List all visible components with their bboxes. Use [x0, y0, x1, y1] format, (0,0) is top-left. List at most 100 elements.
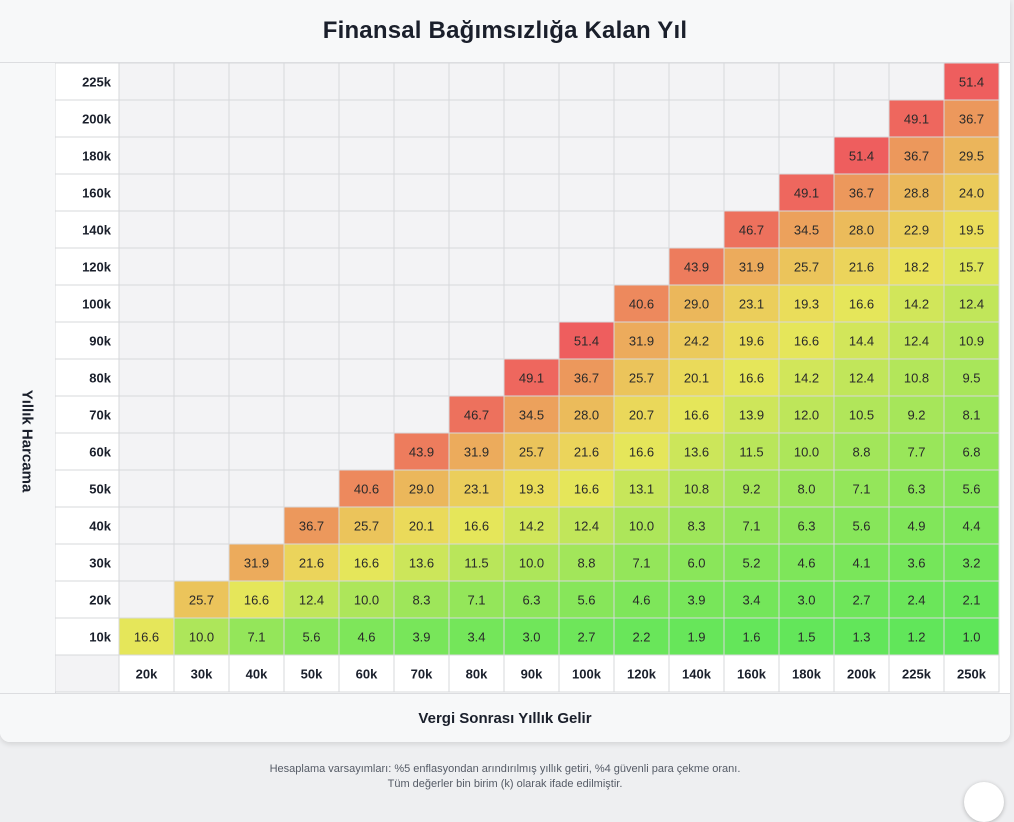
heatmap-cell-value: 8.3: [687, 519, 705, 534]
heatmap-empty-cell: [173, 469, 230, 508]
heatmap-empty-cell: [613, 247, 670, 286]
heatmap-cell-value: 16.6: [354, 556, 379, 571]
heatmap-cell-value: 36.7: [959, 112, 984, 127]
heatmap-cell: [888, 136, 945, 175]
heatmap-cell-value: 4.9: [907, 519, 925, 534]
y-tick-label: 20k: [89, 593, 111, 608]
heatmap-empty-cell: [393, 173, 450, 212]
heatmap-empty-cell: [723, 63, 780, 101]
heatmap-cell: [173, 580, 230, 619]
y-tick-label: 120k: [82, 260, 112, 275]
x-tick-cell: [393, 654, 450, 693]
heatmap-cell-value: 29.0: [684, 297, 709, 312]
heatmap-empty-cell: [613, 136, 670, 175]
heatmap-cell: [393, 469, 450, 508]
heatmap-cell: [668, 617, 725, 656]
heatmap-cell-value: 18.2: [904, 260, 929, 275]
heatmap-empty-cell: [118, 247, 175, 286]
heatmap-cell-value: 2.2: [632, 630, 650, 645]
heatmap-cell: [448, 506, 505, 545]
heatmap-cell-value: 46.7: [464, 408, 489, 423]
y-tick-label: 225k: [82, 75, 112, 90]
heatmap-cell-value: 10.0: [354, 593, 379, 608]
heatmap-cell-value: 36.7: [849, 186, 874, 201]
heatmap-empty-cell: [393, 99, 450, 138]
y-tick-label: 30k: [89, 556, 111, 571]
heatmap-cell-value: 16.6: [684, 408, 709, 423]
heatmap-empty-cell: [448, 284, 505, 323]
title-bar: Finansal Bağımsızlığa Kalan Yıl: [0, 0, 1010, 63]
heatmap-cell-value: 16.6: [244, 593, 269, 608]
heatmap-empty-cell: [228, 469, 285, 508]
heatmap-empty-cell: [613, 173, 670, 212]
heatmap-cell-value: 43.9: [409, 445, 434, 460]
heatmap-cell: [778, 358, 835, 397]
heatmap-cell: [943, 210, 1000, 249]
heatmap-cell-value: 29.0: [409, 482, 434, 497]
heatmap-cell: [888, 617, 945, 656]
heatmap-empty-cell: [613, 99, 670, 138]
heatmap-empty-cell: [393, 63, 450, 101]
heatmap-cell-value: 4.4: [962, 519, 980, 534]
heatmap-empty-cell: [118, 432, 175, 471]
y-tick-cell: [55, 506, 120, 545]
heatmap-empty-cell: [393, 321, 450, 360]
heatmap-cell-value: 6.3: [797, 519, 815, 534]
chart-card: Finansal Bağımsızlığa Kalan Yıl Yıllık H…: [0, 0, 1010, 742]
x-tick-label: 160k: [737, 667, 767, 682]
heatmap-empty-cell: [338, 395, 395, 434]
heatmap-cell: [723, 284, 780, 323]
x-tick-label: 30k: [191, 667, 213, 682]
heatmap-cell-value: 15.7: [959, 260, 984, 275]
corner-cell: [55, 654, 120, 693]
heatmap-cell-value: 9.5: [962, 371, 980, 386]
floating-action-button[interactable]: [964, 782, 1004, 822]
heatmap-empty-cell: [888, 63, 945, 101]
heatmap-cell: [558, 580, 615, 619]
heatmap-cell-value: 24.0: [959, 186, 984, 201]
heatmap-empty-cell: [228, 321, 285, 360]
heatmap-cell: [888, 543, 945, 582]
heatmap-empty-cell: [173, 543, 230, 582]
heatmap-empty-cell: [283, 173, 340, 212]
y-tick-cell: [55, 136, 120, 175]
heatmap-cell: [558, 617, 615, 656]
heatmap-cell-value: 3.6: [907, 556, 925, 571]
y-tick-label: 50k: [89, 482, 111, 497]
heatmap-empty-cell: [338, 247, 395, 286]
x-tick-cell: [668, 654, 725, 693]
heatmap-empty-cell: [283, 358, 340, 397]
heatmap-cell-value: 4.6: [797, 556, 815, 571]
heatmap-empty-cell: [283, 469, 340, 508]
heatmap-cell-value: 10.0: [629, 519, 654, 534]
x-tick-label: 120k: [627, 667, 657, 682]
heatmap-cell-value: 25.7: [794, 260, 819, 275]
heatmap-empty-cell: [778, 136, 835, 175]
x-tick-label: 20k: [136, 667, 158, 682]
y-tick-label: 200k: [82, 112, 112, 127]
heatmap-empty-cell: [173, 210, 230, 249]
heatmap-cell-value: 7.1: [852, 482, 870, 497]
heatmap-cell: [943, 99, 1000, 138]
heatmap-cell-value: 12.0: [794, 408, 819, 423]
x-tick-label: 70k: [411, 667, 433, 682]
heatmap-empty-cell: [228, 136, 285, 175]
heatmap-cell: [613, 617, 670, 656]
heatmap-empty-cell: [338, 136, 395, 175]
x-tick-label: 80k: [466, 667, 488, 682]
heatmap-cell-value: 10.0: [519, 556, 544, 571]
x-tick-cell: [228, 654, 285, 693]
heatmap-cell: [833, 543, 890, 582]
y-tick-cell: [55, 321, 120, 360]
heatmap-cell-value: 1.3: [852, 630, 870, 645]
heatmap-cell-value: 22.9: [904, 223, 929, 238]
heatmap-empty-cell: [558, 247, 615, 286]
heatmap-cell-value: 8.1: [962, 408, 980, 423]
heatmap-cell-value: 43.9: [684, 260, 709, 275]
heatmap-cell-value: 2.4: [907, 593, 925, 608]
heatmap-empty-cell: [613, 210, 670, 249]
heatmap-empty-cell: [228, 506, 285, 545]
heatmap-cell-value: 31.9: [629, 334, 654, 349]
heatmap-empty-cell: [173, 173, 230, 212]
heatmap-cell: [448, 580, 505, 619]
